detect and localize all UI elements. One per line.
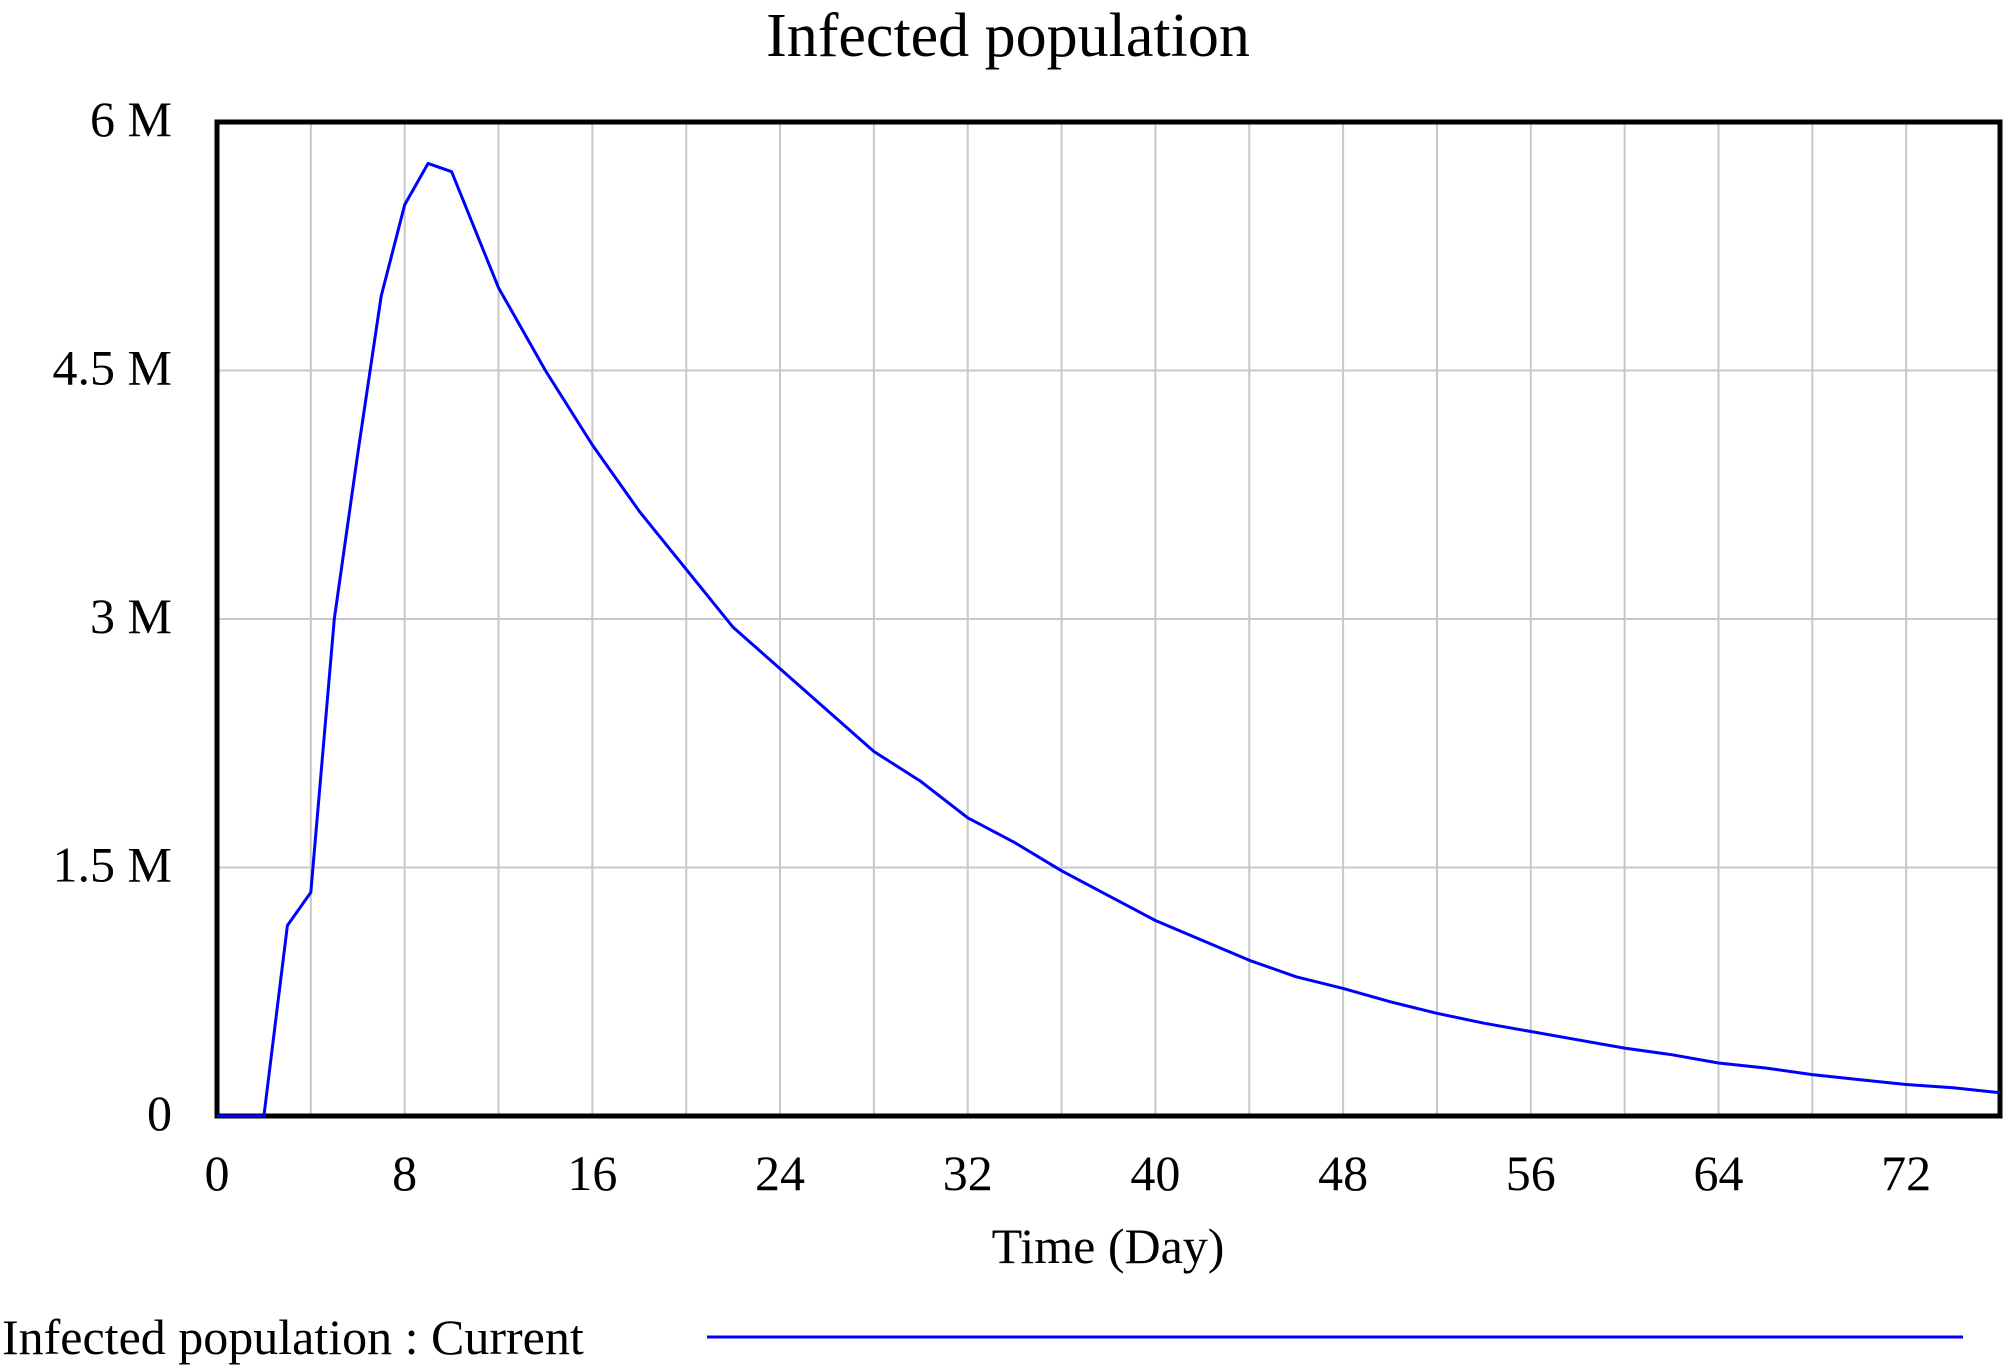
- x-axis-label: Time (Day): [992, 1218, 1225, 1274]
- legend: Infected population : Current: [2, 1309, 1963, 1365]
- x-axis-ticks: 0 8 16 24 32 40 48 56 64 72: [205, 1145, 1932, 1201]
- grid-lines: [217, 122, 2000, 1116]
- y-tick-label-2: 3 M: [90, 588, 172, 644]
- chart-title: Infected population: [766, 2, 1250, 70]
- y-tick-label-3: 4.5 M: [53, 340, 172, 396]
- y-axis-ticks: 0 1.5 M 3 M 4.5 M 6 M: [53, 91, 172, 1141]
- x-tick-label-6: 48: [1318, 1145, 1368, 1201]
- x-tick-label-0: 0: [205, 1145, 230, 1201]
- y-tick-label-1: 1.5 M: [53, 837, 172, 893]
- y-tick-label-0: 0: [147, 1085, 172, 1141]
- plot-area: [214, 119, 2003, 1119]
- x-tick-label-8: 64: [1693, 1145, 1743, 1201]
- x-tick-label-4: 32: [943, 1145, 993, 1201]
- x-tick-label-2: 16: [567, 1145, 617, 1201]
- legend-entry-label: Infected population : Current: [2, 1309, 584, 1365]
- x-tick-label-5: 40: [1130, 1145, 1180, 1201]
- x-tick-label-3: 24: [755, 1145, 805, 1201]
- y-tick-label-4: 6 M: [90, 91, 172, 147]
- series-line-0: [217, 161, 2001, 1118]
- x-tick-label-1: 8: [392, 1145, 417, 1201]
- series-marks: [217, 161, 2001, 1118]
- x-tick-label-7: 56: [1506, 1145, 1556, 1201]
- x-tick-label-9: 72: [1881, 1145, 1931, 1201]
